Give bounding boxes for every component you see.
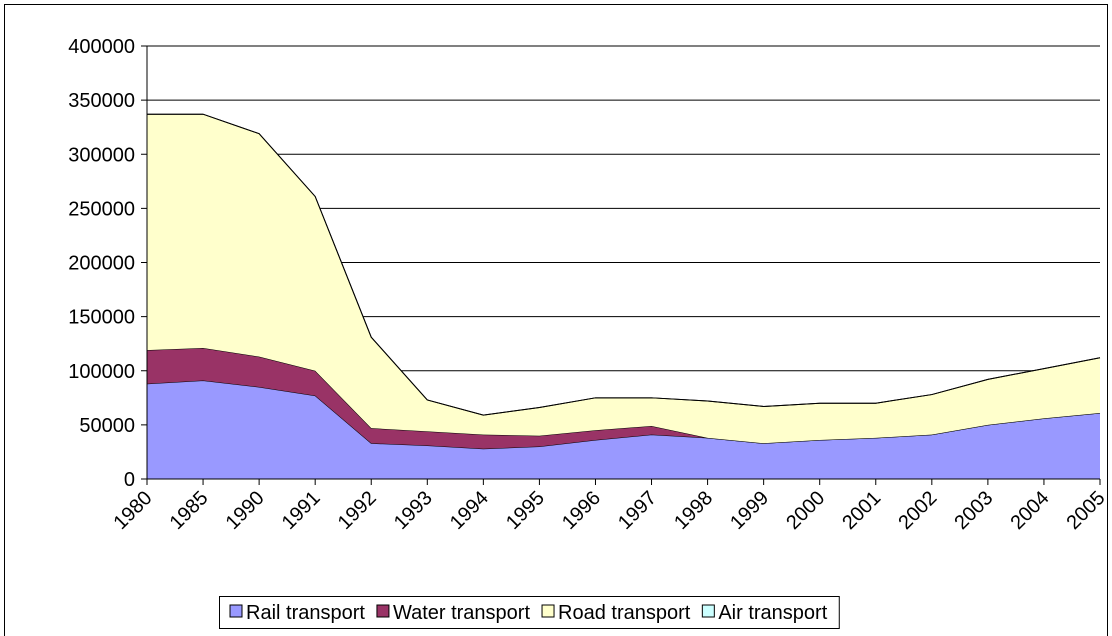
y-tick-label: 200000: [68, 253, 135, 275]
y-tick-label: 0: [124, 469, 135, 491]
area: [147, 380, 1100, 479]
legend-label: Air transport: [718, 602, 827, 624]
legend-swatch: [541, 604, 555, 618]
legend-swatch: [376, 604, 390, 618]
y-tick-label: 350000: [68, 90, 135, 112]
y-tick-label: 300000: [68, 144, 135, 166]
legend-swatch: [701, 604, 715, 618]
y-tick-label: 150000: [68, 307, 135, 329]
legend-label: Rail transport: [246, 602, 365, 624]
area-outline: [147, 113, 1101, 416]
legend-label: Road transport: [558, 602, 691, 624]
area: [147, 114, 1100, 444]
legend-box: [219, 596, 840, 629]
y-tick-label: 100000: [68, 361, 135, 383]
y-tick-label: 250000: [68, 198, 135, 220]
y-tick-label: 400000: [68, 36, 135, 58]
legend: Rail transport Water transport Road transp…: [219, 596, 840, 629]
legend-label: Water transport: [393, 602, 531, 624]
y-tick-label: 50000: [79, 415, 135, 437]
legend-swatch: [229, 604, 243, 618]
